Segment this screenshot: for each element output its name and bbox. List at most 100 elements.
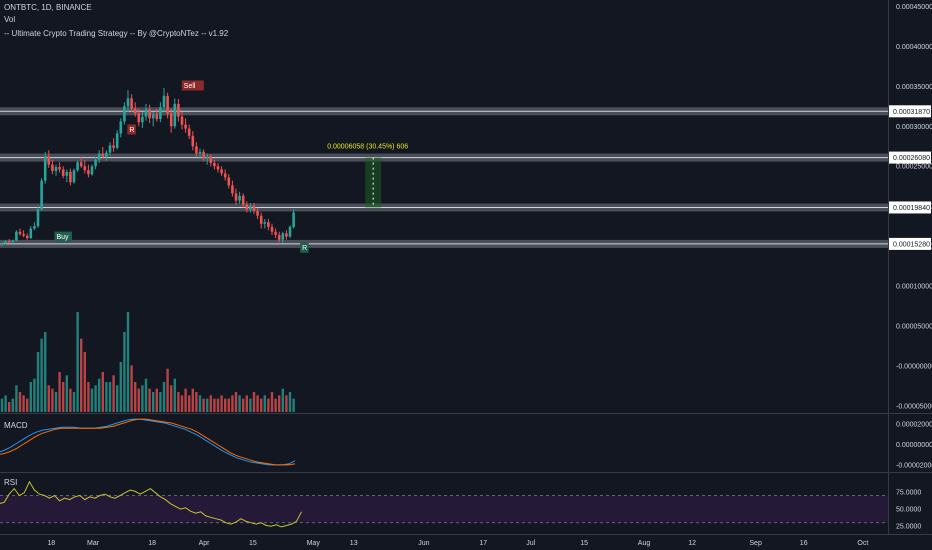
volume-bar bbox=[126, 312, 130, 412]
candle-body bbox=[288, 226, 292, 237]
candle-body bbox=[202, 151, 205, 159]
symbol-title[interactable]: ONTBTC, 1D, BINANCE bbox=[4, 3, 92, 12]
volume-bar bbox=[191, 388, 194, 412]
signal-label: R bbox=[129, 127, 134, 134]
volume-bar bbox=[281, 388, 284, 412]
candle-body bbox=[97, 153, 101, 160]
measure-label: 0.00006058 (30.45%) 606 bbox=[327, 144, 408, 151]
volume-bar bbox=[76, 312, 79, 412]
volume-bar bbox=[0, 398, 4, 412]
volume-bar bbox=[256, 395, 259, 412]
date-tick-label: 17 bbox=[479, 540, 487, 547]
candle-body bbox=[108, 145, 112, 153]
volume-bar bbox=[155, 388, 158, 412]
candle-body bbox=[223, 173, 227, 178]
zone-price-badge bbox=[889, 151, 931, 164]
candle-body bbox=[245, 204, 249, 210]
candle-body bbox=[47, 156, 51, 165]
candle-body bbox=[184, 124, 187, 129]
date-tick-label: 15 bbox=[580, 540, 588, 547]
candle-body bbox=[159, 107, 162, 120]
signal-marker bbox=[181, 80, 204, 91]
volume-bar bbox=[285, 395, 288, 412]
candle-body bbox=[61, 169, 65, 176]
macd-tick-label: -0.00002000 bbox=[896, 462, 932, 469]
volume-bar bbox=[195, 392, 198, 412]
date-tick-label: 16 bbox=[800, 540, 808, 547]
candle-body bbox=[277, 234, 281, 240]
rsi-tick-label: 25.0000 bbox=[896, 524, 921, 531]
date-tick-label: 13 bbox=[350, 540, 358, 547]
candle-body bbox=[198, 151, 202, 154]
candle-body bbox=[87, 170, 90, 175]
zone-price-label: 0.00019840 bbox=[893, 205, 930, 212]
candle-body bbox=[205, 156, 209, 159]
volume-bar bbox=[8, 402, 11, 412]
signal-label: Buy bbox=[56, 234, 69, 241]
date-tick-label: Mar bbox=[87, 540, 100, 547]
volume-bar bbox=[90, 388, 94, 412]
strategy-indicator-label[interactable]: -- Ultimate Crypto Trading Strategy -- B… bbox=[4, 29, 229, 38]
candle-body bbox=[148, 109, 151, 119]
candle-body bbox=[263, 222, 267, 224]
volume-bar bbox=[44, 332, 47, 412]
candle-body bbox=[119, 121, 123, 134]
volume-bar bbox=[180, 395, 184, 412]
volume-bar bbox=[245, 395, 248, 412]
date-tick-label: Oct bbox=[857, 540, 868, 547]
candle-body bbox=[187, 128, 191, 136]
volume-bar bbox=[159, 392, 162, 412]
candle-body bbox=[51, 164, 54, 172]
candle-body bbox=[238, 195, 241, 201]
macd-pane-label[interactable]: MACD bbox=[4, 421, 28, 430]
candle-body bbox=[241, 195, 245, 205]
candle-body bbox=[259, 215, 263, 224]
volume-bar bbox=[112, 375, 115, 412]
candle-body bbox=[22, 234, 25, 236]
candle-body bbox=[11, 240, 15, 243]
volume-bar bbox=[198, 395, 202, 412]
price-tick-label: -0.00000000 bbox=[896, 364, 932, 371]
volume-indicator-label[interactable]: Vol bbox=[4, 15, 16, 24]
macd-tick-label: 0.00000000 bbox=[896, 442, 932, 449]
volume-bar bbox=[47, 385, 50, 412]
price-tick-label: 0.00010000 bbox=[896, 284, 932, 291]
volume-bar bbox=[62, 382, 65, 412]
volume-bar bbox=[188, 395, 191, 412]
candle-body bbox=[101, 153, 105, 157]
candle-body bbox=[69, 171, 72, 183]
zone-price-label: 0.00026080 bbox=[893, 155, 930, 162]
candle-body bbox=[252, 206, 256, 211]
volume-bar bbox=[119, 362, 122, 412]
measure-box bbox=[365, 157, 382, 208]
volume-bar bbox=[292, 398, 295, 412]
volume-bar bbox=[249, 398, 252, 412]
candle-body bbox=[79, 162, 83, 167]
candle-body bbox=[83, 166, 87, 171]
candle-body bbox=[15, 231, 18, 241]
date-tick-label: 15 bbox=[249, 540, 257, 547]
signal-label: Sell bbox=[184, 83, 196, 90]
candle-body bbox=[285, 233, 288, 237]
candle-body bbox=[18, 231, 22, 235]
candle-body bbox=[36, 209, 40, 227]
candle-body bbox=[29, 228, 33, 239]
candle-body bbox=[76, 162, 79, 171]
volume-bar bbox=[260, 398, 263, 412]
price-tick-label: 0.00005000 bbox=[896, 324, 932, 331]
date-tick-label: May bbox=[307, 540, 321, 547]
price-tick-label: 0.00030000 bbox=[896, 124, 932, 131]
volume-bar bbox=[148, 388, 151, 412]
volume-bar bbox=[80, 338, 83, 412]
volume-bar bbox=[137, 388, 140, 412]
zone-price-label: 0.00015280 bbox=[893, 241, 930, 248]
rsi-pane-label[interactable]: RSI bbox=[4, 478, 18, 487]
rsi-tick-label: 75.0000 bbox=[896, 490, 921, 497]
candle-body bbox=[256, 210, 259, 216]
candle-body bbox=[220, 169, 223, 174]
macd-signal-line bbox=[0, 418, 296, 466]
candle-body bbox=[249, 206, 252, 210]
volume-bar bbox=[123, 332, 126, 412]
volume-bar bbox=[134, 382, 137, 412]
